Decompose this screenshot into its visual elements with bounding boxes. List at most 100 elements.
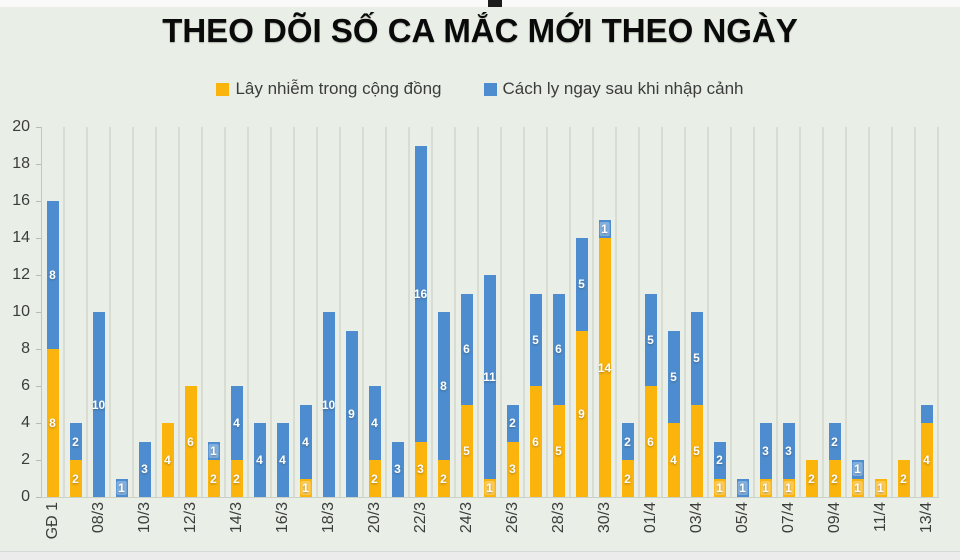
y-axis-tick-mark <box>36 238 41 239</box>
value-label: 1 <box>484 480 495 495</box>
category-slot: 3 <box>387 127 410 497</box>
value-label: 1 <box>599 221 610 236</box>
y-axis-tick-mark <box>36 423 41 424</box>
y-axis-tick-label: 14 <box>12 229 30 246</box>
value-label: 6 <box>647 434 654 449</box>
value-label: 8 <box>49 268 56 282</box>
x-axis-label: 14/3 <box>227 502 245 534</box>
bar-segment-quarantine: 8 <box>46 201 59 349</box>
category-slot: 6 5 01/4 <box>640 127 663 533</box>
x-axis-label: 26/3 <box>503 502 521 534</box>
x-axis-label: 07/4 <box>779 502 797 534</box>
value-label: 2 <box>210 471 217 486</box>
category-slot: 2 4 14/3 <box>226 127 249 533</box>
bar-segment-quarantine: 9 <box>345 330 358 497</box>
value-label: 1 <box>875 480 886 495</box>
bar-segment-community: 5 <box>690 404 703 497</box>
bar-group: 2 <box>897 460 910 497</box>
legend-label-quarantine: Cách ly ngay sau khi nhập cảnh <box>502 79 744 98</box>
bar-segment-community: 4 <box>667 423 680 497</box>
category-slot: 2 4 20/3 <box>364 127 387 533</box>
bar-segment-community: 4 <box>161 423 174 497</box>
legend-item-quarantine: Cách ly ngay sau khi nhập cảnh <box>483 79 744 99</box>
y-axis-tick-label: 10 <box>12 303 30 320</box>
y-axis-tick-label: 2 <box>21 451 30 468</box>
x-axis-label: 20/3 <box>365 502 383 534</box>
bar-group: 4 <box>276 423 289 497</box>
value-label: 4 <box>233 416 240 430</box>
y-axis-tick-mark <box>36 312 41 313</box>
y-axis-tick-label: 8 <box>21 340 30 357</box>
category-slot: 3 10/3 <box>134 127 157 533</box>
bar-segment-quarantine: 3 <box>391 441 404 497</box>
category-slot: 9 <box>341 127 364 497</box>
bar-segment-quarantine: 3 <box>759 423 772 479</box>
bar-group: 1 <box>874 478 887 497</box>
value-label: 5 <box>463 443 470 458</box>
bar-group: 3 <box>138 441 151 497</box>
x-axis-label: 13/4 <box>917 502 935 534</box>
x-axis-label: 11/4 <box>871 502 889 532</box>
value-label: 10 <box>91 397 106 412</box>
value-label: 1 <box>852 462 863 477</box>
category-slot: 2 2 09/4 <box>824 127 847 533</box>
value-label: 3 <box>762 443 769 458</box>
value-label: 5 <box>693 443 700 458</box>
value-label: 2 <box>831 471 838 486</box>
y-axis-tick-label: 16 <box>12 192 30 209</box>
bar-segment-quarantine: 10 <box>322 312 335 497</box>
value-label: 8 <box>440 379 447 393</box>
bar-segment-quarantine: 3 <box>782 423 795 479</box>
bar-group: 1 <box>115 478 128 497</box>
y-axis-tick-label: 4 <box>21 414 30 431</box>
value-label: 2 <box>371 471 378 486</box>
value-label: 5 <box>578 277 585 292</box>
bar-group: 10 <box>91 312 106 497</box>
y-axis: 0 2 4 6 8 10 12 14 16 18 20 <box>0 0 34 560</box>
bar-segment-community: 9 <box>575 330 588 497</box>
category-slot: 1 05/4 <box>732 127 755 533</box>
category-slot: 5 5 03/4 <box>686 127 709 533</box>
value-label: 5 <box>555 443 562 458</box>
category-slot: 4 13/4 <box>916 127 939 533</box>
legend: Lây nhiễm trong cộng đồng Cách ly ngay s… <box>0 79 960 99</box>
bar-segment-quarantine: 5 <box>575 238 588 331</box>
value-label: 9 <box>348 406 355 421</box>
value-label: 6 <box>187 434 194 449</box>
bar-segment-quarantine: 8 <box>437 312 450 460</box>
category-slot: 4 16/3 <box>272 127 295 533</box>
category-slot: 14 1 30/3 <box>594 127 617 533</box>
bar-segment-quarantine: 2 <box>69 423 82 460</box>
bar-segment-community: 1 <box>759 478 772 497</box>
bar-segment-community: 3 <box>414 441 427 497</box>
x-axis-label: 03/4 <box>687 502 705 534</box>
bar-segment-community: 4 <box>920 423 933 497</box>
category-slot: 1 <box>111 127 134 497</box>
bar-segment-community: 2 <box>437 460 450 497</box>
bar-segment-community: 5 <box>460 404 473 497</box>
bar-group: 4 <box>161 423 174 497</box>
bar-segment-community: 6 <box>184 386 197 497</box>
bar-segment-community: 2 <box>69 460 82 497</box>
bar-segment-quarantine: 2 <box>828 423 841 460</box>
bar-segment-community: 5 <box>552 404 565 497</box>
bar-segment-community: 2 <box>897 460 910 497</box>
bar-segment-quarantine: 16 <box>414 145 427 442</box>
value-label: 6 <box>532 434 539 449</box>
category-slot: 5 6 28/3 <box>548 127 571 533</box>
value-label: 1 <box>760 480 771 495</box>
bar-segment-quarantine: 10 <box>91 312 106 497</box>
bar-segment-quarantine: 5 <box>644 293 657 386</box>
value-label: 1 <box>783 480 794 495</box>
